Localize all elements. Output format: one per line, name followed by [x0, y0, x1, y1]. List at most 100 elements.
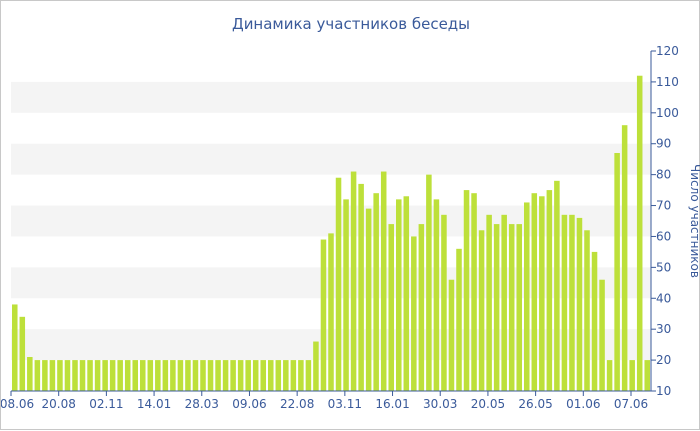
- bar: [426, 174, 432, 391]
- y-tick-label: 30: [656, 322, 671, 336]
- x-tick-label: 28.03: [185, 397, 219, 411]
- x-tick-label: 08.06: [1, 397, 34, 411]
- bar: [200, 360, 206, 391]
- bar: [478, 230, 485, 391]
- bar: [192, 360, 199, 391]
- bar: [275, 360, 282, 391]
- bar: [629, 360, 635, 391]
- chart-title: Динамика участников беседы: [232, 15, 470, 33]
- bar: [162, 360, 169, 391]
- bar: [486, 214, 492, 391]
- x-tick-label: 22.08: [280, 397, 314, 411]
- y-tick-label: 50: [656, 260, 671, 274]
- x-tick-label: 16.01: [375, 397, 409, 411]
- x-tick-label: 14.01: [137, 397, 171, 411]
- bar: [313, 341, 319, 391]
- bar: [102, 360, 108, 391]
- bar: [177, 360, 184, 391]
- bar: [621, 125, 628, 391]
- bar: [358, 183, 364, 391]
- y-tick-label: 60: [656, 229, 671, 243]
- bar: [508, 224, 515, 391]
- bar: [215, 360, 221, 391]
- bar: [343, 199, 349, 391]
- bar: [230, 360, 236, 391]
- bar: [268, 360, 274, 391]
- bar: [606, 360, 613, 391]
- bars: [12, 75, 650, 392]
- x-tick-label: 20.08: [42, 397, 76, 411]
- bar: [185, 360, 191, 391]
- bar: [614, 153, 620, 391]
- bar: [260, 360, 266, 391]
- bar: [493, 224, 500, 391]
- bar: [411, 236, 417, 391]
- bar: [599, 279, 605, 391]
- bar: [252, 360, 259, 391]
- x-tick-label: 20.05: [471, 397, 505, 411]
- bar: [373, 193, 379, 391]
- bar: [546, 190, 553, 391]
- bar: [79, 360, 86, 391]
- y-tick-label: 10: [656, 384, 671, 398]
- bar: [34, 360, 41, 391]
- bar: [237, 360, 244, 391]
- bar: [516, 224, 522, 391]
- bar: [539, 196, 545, 391]
- bar: [448, 279, 455, 391]
- x-tick-label: 01.06: [566, 397, 600, 411]
- bar: [170, 360, 176, 391]
- bar: [94, 360, 101, 391]
- bar: [418, 224, 425, 391]
- bar: [320, 239, 327, 391]
- bar: [569, 214, 575, 391]
- bar: [403, 196, 410, 391]
- bar: [463, 190, 470, 391]
- bar: [87, 360, 93, 391]
- x-tick-label: 09.06: [232, 397, 266, 411]
- bar: [524, 202, 530, 391]
- grid-band: [11, 81, 651, 113]
- bar: [554, 180, 560, 391]
- y-tick-label: 40: [656, 291, 671, 305]
- bar: [584, 230, 590, 391]
- bar: [117, 360, 123, 391]
- bar: [501, 214, 507, 391]
- bar: [109, 360, 116, 391]
- bar: [132, 360, 138, 391]
- y-axis-label: Число участников: [688, 164, 700, 278]
- bar: [298, 360, 304, 391]
- x-tick-label: 02.11: [89, 397, 123, 411]
- bar: [222, 360, 229, 391]
- bar: [576, 217, 583, 391]
- x-tick-label: 26.05: [518, 397, 552, 411]
- bar: [433, 199, 440, 391]
- x-tick-label: 30.03: [423, 397, 457, 411]
- bar: [283, 360, 289, 391]
- bar: [644, 360, 650, 391]
- bar: [72, 360, 78, 391]
- bar: [396, 199, 402, 391]
- bar: [64, 360, 71, 391]
- y-tick-label: 90: [656, 137, 671, 151]
- y-tick-label: 20: [656, 353, 671, 367]
- bar: [561, 214, 568, 391]
- bar: [57, 360, 63, 391]
- bar: [140, 360, 146, 391]
- bar: [155, 360, 161, 391]
- y-tick-label: 110: [656, 75, 679, 89]
- y-tick-label: 100: [656, 106, 679, 120]
- bar: [350, 171, 357, 391]
- bar: [19, 316, 26, 391]
- bar: [27, 357, 33, 391]
- bar: [335, 177, 342, 391]
- bar: [531, 193, 538, 391]
- bar: [591, 251, 598, 391]
- bar: [380, 171, 387, 391]
- bar: [42, 360, 48, 391]
- bar: [290, 360, 297, 391]
- y-tick-label: 80: [656, 168, 671, 182]
- x-ticks: 08.06 20.08 02.11 14.01 28.03 09.06 22.08 03.11…: [1, 391, 648, 411]
- bar: [456, 248, 462, 391]
